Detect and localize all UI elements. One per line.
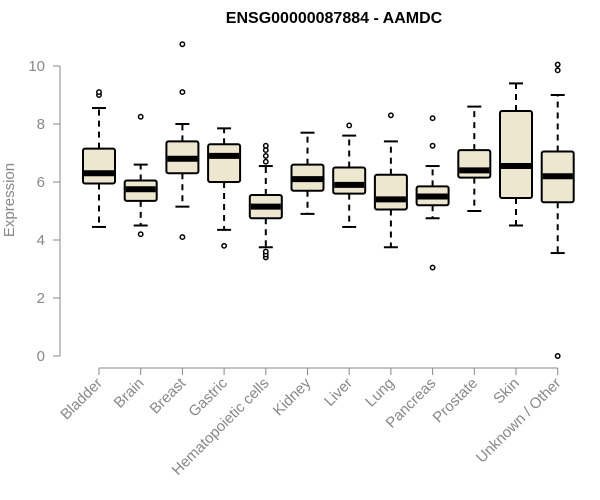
outlier-point (179, 234, 186, 241)
outlier-point (554, 67, 561, 74)
box-unknown-other (540, 61, 575, 359)
y-tick-label: 6 (37, 174, 45, 191)
outlier-point (429, 142, 436, 149)
x-tick-label: Skin (490, 375, 523, 408)
chart-title: ENSG00000087884 - AAMDC (226, 10, 443, 27)
iqr-box (499, 109, 533, 199)
y-axis: 0 2 4 6 8 10 (28, 58, 61, 365)
outlier-point (137, 231, 144, 238)
outlier-point (387, 112, 394, 119)
outlier-point (179, 41, 186, 48)
box-pancreas (415, 115, 450, 271)
outlier-point (179, 89, 186, 96)
x-tick-label: Breast (147, 374, 190, 417)
box-kidney (290, 131, 325, 215)
outlier-point (262, 248, 269, 255)
outlier-point (554, 353, 561, 359)
box-liver (332, 122, 367, 228)
outlier-point (137, 113, 144, 120)
outlier-point (554, 61, 561, 68)
x-tick-label: Prostate (430, 375, 482, 427)
box-skin (499, 82, 533, 227)
outlier-point (262, 142, 269, 149)
y-tick-label: 4 (37, 232, 45, 249)
box-series (82, 41, 575, 359)
outlier-point (429, 264, 436, 271)
iqr-box (457, 149, 492, 179)
box-breast (165, 41, 200, 241)
iqr-box (373, 173, 408, 211)
box-gastric (207, 127, 242, 249)
x-tick-label: Bladder (57, 375, 106, 424)
y-tick-label: 10 (28, 58, 45, 75)
iqr-box (332, 166, 367, 195)
x-tick-label: Brain (111, 375, 148, 412)
outlier-point (262, 152, 269, 159)
outlier-point (96, 89, 102, 96)
x-tick-label: Kidney (270, 374, 315, 419)
iqr-box (82, 147, 116, 185)
outlier-point (429, 115, 436, 122)
box-brain (123, 113, 158, 238)
x-tick-label: Lung (362, 375, 398, 411)
box-lung (373, 112, 408, 249)
x-tick-label: Liver (321, 375, 356, 410)
y-tick-label: 0 (37, 348, 45, 365)
iqr-box (207, 143, 242, 184)
outlier-point (346, 122, 353, 129)
y-tick-label: 2 (37, 290, 45, 307)
box-hematopoietic-cells (248, 142, 283, 261)
y-tick-label: 8 (37, 116, 45, 133)
outlier-point (221, 242, 228, 249)
outlier-point (262, 158, 269, 165)
box-bladder (82, 89, 116, 228)
box-prostate (457, 105, 492, 212)
y-axis-label: Expression (1, 163, 18, 237)
